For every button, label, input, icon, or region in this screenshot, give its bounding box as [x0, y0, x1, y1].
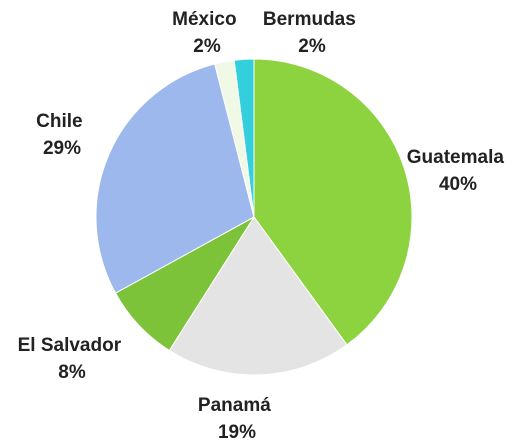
- label-guatemala: Guatemala 40%: [407, 147, 509, 195]
- label-mexico: México 2%: [172, 9, 242, 57]
- pie-labels: Guatemala 40% Panamá 19% El Salvador 8% …: [18, 9, 509, 443]
- label-el-salvador: El Salvador 8%: [18, 335, 127, 383]
- label-chile: Chile 29%: [36, 111, 88, 159]
- label-panama: Panamá 19%: [198, 395, 276, 443]
- slice-bermudas: [233, 58, 255, 218]
- slice-panama: [168, 216, 348, 376]
- pie-slices: [95, 58, 413, 376]
- slice-chile: [95, 63, 255, 294]
- label-bermudas: Bermudas 2%: [263, 9, 361, 57]
- slice-guatemala: [253, 58, 413, 346]
